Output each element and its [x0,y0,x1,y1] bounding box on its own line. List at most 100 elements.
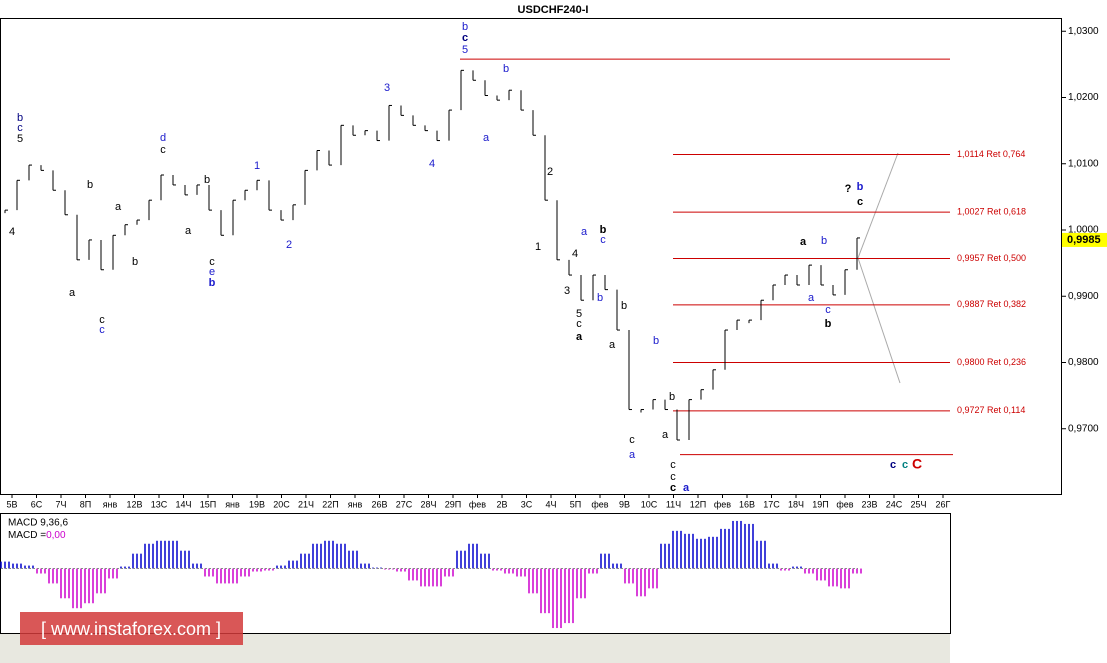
price-bar [16,179,20,211]
wave-label: 3 [564,285,570,297]
wave-label: a [115,201,122,213]
price-bar [316,150,320,171]
x-tick-label: 26Г [936,499,951,509]
fib-label: 0,9727 Ret 0,114 [957,405,1025,415]
price-bar [184,184,188,196]
price-bar [796,275,800,286]
wave-label: b [621,300,627,312]
x-tick-label: 14Ч [175,499,191,509]
price-bar [160,174,164,201]
price-bar [112,234,116,270]
x-tick-label: 8П [80,499,91,509]
price-bar [448,109,452,141]
x-tick-label: 20С [273,499,290,509]
price-bar [256,179,260,191]
price-bar [472,70,476,81]
wave-label: c [670,471,676,483]
price-bar [328,150,332,166]
wave-label: b [503,63,509,75]
x-tick-label: 18Ч [788,499,804,509]
macd-number: 0,00 [46,530,66,541]
fib-label: 0,9957 Ret 0,500 [957,253,1026,263]
price-bar [100,239,104,271]
price-bar [136,219,140,225]
price-bar [124,224,128,236]
x-tick-label: 13С [151,499,168,509]
fib-label: 1,0027 Ret 0,618 [957,206,1026,216]
price-bar [640,409,644,413]
x-tick-label: фев [469,499,486,509]
price-bar [232,199,236,236]
x-tick-label: фев [591,499,608,509]
price-bar [844,269,848,295]
fib-label: 0,9800 Ret 0,236 [957,357,1026,367]
wave-label: c [17,122,23,134]
wave-label: b [17,112,23,124]
price-bar [832,284,836,296]
wave-label: a [808,292,815,304]
price-bar [304,169,308,205]
fib-label: 1,0114 Ret 0,764 [957,149,1025,159]
price-bar [556,200,560,261]
price-bar [580,275,584,301]
price-bar [28,164,32,181]
fib-label: 0,9887 Ret 0,382 [957,299,1026,309]
projection-line [857,152,899,259]
price-bar [208,184,212,211]
y-tick-label: 0,9800 [1068,357,1099,368]
price-bar [664,399,668,411]
price-bar [616,289,620,331]
x-tick-label: 23В [861,499,877,509]
x-tick-label: 10С [641,499,658,509]
wave-label: c [99,314,105,326]
price-bar [40,165,44,171]
price-bar [724,329,728,370]
wave-label: a [69,287,76,299]
x-tick-label: фев [836,499,853,509]
price-bar [4,209,8,214]
x-tick-label: 26В [371,499,387,509]
wave-label: b [669,391,675,403]
wave-label: 2 [286,239,292,251]
price-bar [760,299,764,321]
wave-label: b [821,235,827,247]
main-panel [0,18,1062,495]
x-tick-label: 7Ч [55,499,66,509]
wave-label: c [629,434,635,446]
macd-value: MACD =0,00 [8,530,66,541]
price-bar [244,189,248,201]
macd-panel [0,513,951,634]
wave-label: b [204,174,210,186]
price-bar [496,95,500,101]
wave-label: b [462,21,468,33]
x-tick-label: 24С [886,499,903,509]
price-bar [736,319,740,331]
price-bar [52,170,56,191]
price-bar [520,90,524,111]
wave-label: c [902,459,908,471]
x-tick-label: янв [103,499,118,509]
wave-label: a [629,449,636,461]
wave-label: c [160,144,166,156]
price-bar [508,89,512,101]
price-bar [364,130,368,136]
wave-label: a [662,429,669,441]
x-tick-label: янв [348,499,363,509]
y-tick-label: 0,9900 [1068,291,1099,302]
wave-label: a [609,339,616,351]
wave-label: e [209,266,215,278]
price-bar [748,319,752,324]
price-bar [196,184,200,195]
wave-label: 3 [384,82,390,94]
x-tick-label: 22П [322,499,338,509]
wave-label: a [581,226,588,238]
wave-label: 4 [429,158,435,170]
price-bar [628,330,632,411]
y-tick-label: 1,0100 [1068,158,1099,169]
x-tick-label: 25Ч [910,499,926,509]
x-tick-label: 12П [690,499,706,509]
wave-label: c [825,304,831,316]
